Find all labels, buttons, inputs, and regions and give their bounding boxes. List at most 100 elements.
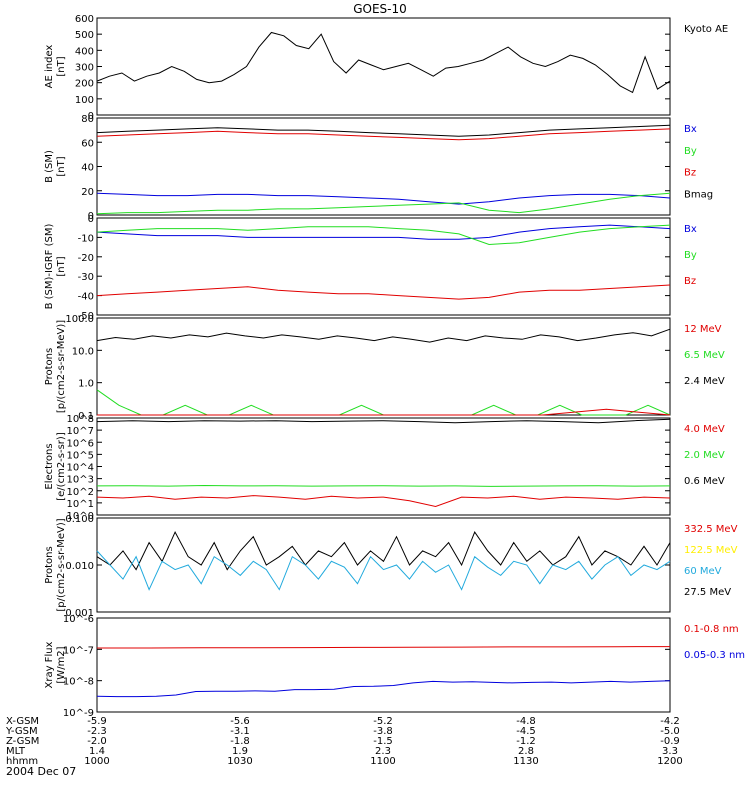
series-line-bx bbox=[96, 224, 671, 240]
legend-entry: 332.5 MeV bbox=[684, 524, 738, 535]
y-tick-label: 200 bbox=[75, 79, 94, 90]
y-axis-label: Xray Flux bbox=[44, 641, 55, 688]
y-axis-label: [W/m2] bbox=[56, 646, 67, 683]
footer-value: 1000 bbox=[84, 756, 109, 767]
footer-value: -3.1 bbox=[230, 726, 250, 737]
footer-value: 1130 bbox=[513, 756, 538, 767]
footer-value: -5.9 bbox=[87, 716, 107, 727]
footer-value: -4.8 bbox=[516, 716, 536, 727]
footer-value: -3.8 bbox=[373, 726, 393, 737]
footer-value: -0.9 bbox=[660, 736, 680, 747]
footer-value: -5.6 bbox=[230, 716, 250, 727]
footer-value: -5.2 bbox=[373, 716, 393, 727]
footer-row-label: Y-GSM bbox=[5, 726, 38, 737]
series-line-12-mev bbox=[97, 408, 671, 416]
series-line-2-4-mev bbox=[96, 328, 671, 343]
y-tick-label: -50 bbox=[78, 311, 94, 322]
legend-entry: 12 MeV bbox=[684, 324, 722, 335]
footer-value: -5.0 bbox=[660, 726, 680, 737]
legend-entry: 2.0 MeV bbox=[684, 450, 725, 461]
footer-value: -1.5 bbox=[373, 736, 393, 747]
footer-value: -4.2 bbox=[660, 716, 680, 727]
y-axis-label: B (SM) bbox=[44, 150, 55, 183]
series-line-bz bbox=[96, 284, 671, 300]
panel-frame bbox=[96, 617, 671, 713]
y-tick-label: 0 bbox=[88, 211, 94, 222]
y-tick-label: 10^-6 bbox=[63, 614, 94, 625]
y-tick-label: -40 bbox=[78, 292, 94, 303]
footer-value: -1.2 bbox=[516, 736, 536, 747]
panel-1: 0 100 200 300 400 500 600 AE index [nT] Kyoto AE bbox=[44, 14, 728, 122]
legend-entry: 60 MeV bbox=[684, 566, 722, 577]
y-tick-label: -10 bbox=[78, 233, 94, 244]
legend-entry: Bx bbox=[684, 124, 697, 135]
y-tick-label: 40 bbox=[81, 163, 94, 174]
footer-row-label: MLT bbox=[6, 746, 26, 757]
legend-entry: 6.5 MeV bbox=[684, 350, 725, 361]
footer-row-label: X-GSM bbox=[6, 716, 39, 727]
legend-entry: Bz bbox=[684, 168, 696, 179]
y-tick-label: 0.010 bbox=[65, 561, 94, 572]
y-tick-label: -30 bbox=[78, 272, 94, 283]
y-tick-label: 10^-9 bbox=[63, 708, 94, 719]
y-tick-label: 10^7 bbox=[67, 426, 94, 437]
legend-entry: By bbox=[684, 146, 697, 157]
footer-value: 1200 bbox=[657, 756, 682, 767]
y-tick-label: 10^4 bbox=[67, 463, 94, 474]
panel-5: 10^010^110^210^310^4 10^510^610^710^8 Elec… bbox=[44, 414, 725, 522]
footer-value: 1.4 bbox=[89, 746, 105, 757]
panel-frame bbox=[96, 317, 671, 416]
series-line-by bbox=[96, 224, 671, 246]
y-tick-label: 80 bbox=[81, 114, 94, 125]
date-label: 2004 Dec 07 bbox=[6, 765, 76, 778]
legend-entry: 4.0 MeV bbox=[684, 424, 725, 435]
footer-value: -2.0 bbox=[87, 736, 107, 747]
legend-entry: 2.4 MeV bbox=[684, 376, 725, 387]
footer-value: -2.3 bbox=[87, 726, 107, 737]
legend-entry: 0.6 MeV bbox=[684, 476, 725, 487]
legend-entry: Bmag bbox=[684, 189, 713, 200]
footer-value: -1.8 bbox=[230, 736, 250, 747]
footer-value: 2.8 bbox=[518, 746, 534, 757]
panel-3: -50 -40 -30 -20 -10 0 B (SM)-IGRF (SM) [nT] Bx By… bbox=[44, 214, 697, 322]
y-axis-label: [nT] bbox=[56, 156, 67, 176]
panel-frame bbox=[96, 517, 671, 613]
series-line-0-05-0-3-nm bbox=[96, 680, 671, 698]
legend-entry: Bx bbox=[684, 224, 697, 235]
series-line-bx bbox=[96, 192, 671, 205]
footer-table: X-GSM -5.9 -5.6 -5.2 -4.8 -4.2 Y-GSM -2.3 -3.1 -3… bbox=[5, 716, 683, 767]
series-line-0-1-0-8-nm bbox=[97, 646, 671, 649]
series-line-by bbox=[96, 192, 671, 215]
y-tick-label: 0 bbox=[88, 111, 94, 122]
y-tick-label: 100 bbox=[75, 95, 94, 106]
series-line-4-0-mev bbox=[96, 495, 671, 508]
y-tick-label: 10^1 bbox=[67, 499, 94, 510]
y-tick-label: 1.0 bbox=[78, 379, 94, 390]
series-line-kyoto-ae bbox=[96, 31, 671, 94]
chart-title: GOES-10 bbox=[353, 2, 407, 16]
y-axis-label: AE index bbox=[44, 45, 55, 89]
y-tick-label: 10^5 bbox=[67, 450, 94, 461]
y-tick-label: 10^0 bbox=[67, 511, 94, 522]
footer-row-label: hhmm bbox=[6, 756, 38, 767]
y-axis-label: Protons bbox=[44, 348, 55, 385]
y-tick-label: 0 bbox=[88, 214, 94, 225]
legend-entry: Bz bbox=[684, 276, 696, 287]
footer-value: -4.5 bbox=[516, 726, 536, 737]
series-line-0-6-mev bbox=[96, 418, 671, 424]
y-axis-label: [p/(cm2-s-sr-MeV)] bbox=[56, 320, 67, 413]
panel-4: 0.1 1.0 10.0 100.0 Protons [p/(cm2-s-sr-MeV)]… bbox=[44, 314, 725, 422]
legend-entry: Kyoto AE bbox=[684, 24, 728, 35]
y-tick-label: 400 bbox=[75, 46, 94, 57]
series-line-27-5-mev bbox=[96, 530, 671, 571]
footer-row-label: Z-GSM bbox=[6, 736, 39, 747]
y-tick-label: 0.1 bbox=[78, 411, 94, 422]
y-tick-label: 10^-8 bbox=[63, 677, 94, 688]
panel-frame bbox=[96, 217, 671, 316]
series-line-bmag bbox=[96, 124, 671, 137]
y-axis-label: [e/(cm2-s-sr)] bbox=[56, 432, 67, 501]
y-axis-label: B (SM)-IGRF (SM) bbox=[44, 224, 55, 310]
